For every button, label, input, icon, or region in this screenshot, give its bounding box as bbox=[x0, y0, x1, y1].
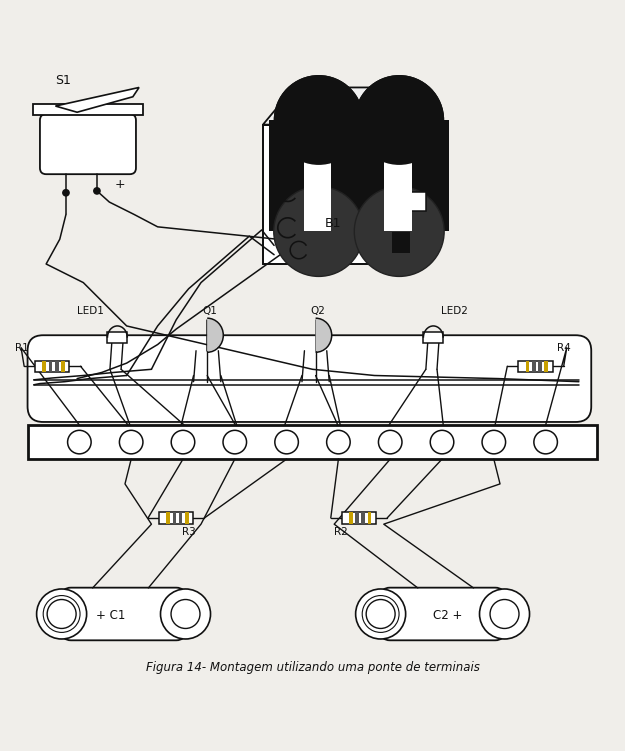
Bar bbox=[423, 331, 443, 342]
Circle shape bbox=[327, 430, 350, 454]
Text: LED2: LED2 bbox=[441, 306, 468, 315]
Bar bbox=[361, 512, 365, 523]
Bar bbox=[269, 120, 369, 231]
Polygon shape bbox=[386, 87, 416, 264]
Circle shape bbox=[534, 430, 558, 454]
Bar bbox=[107, 331, 127, 342]
Bar bbox=[32, 104, 143, 116]
Text: R4: R4 bbox=[557, 342, 571, 353]
Bar bbox=[185, 512, 189, 523]
Circle shape bbox=[356, 589, 406, 639]
Circle shape bbox=[379, 430, 402, 454]
FancyBboxPatch shape bbox=[381, 588, 504, 641]
Wedge shape bbox=[208, 319, 223, 351]
Circle shape bbox=[490, 599, 519, 629]
Bar bbox=[179, 512, 182, 523]
Text: R3: R3 bbox=[182, 527, 196, 537]
Polygon shape bbox=[56, 87, 139, 112]
Text: LED1: LED1 bbox=[77, 306, 104, 315]
Text: R2: R2 bbox=[334, 527, 348, 537]
Bar bbox=[49, 360, 52, 372]
Circle shape bbox=[479, 589, 529, 639]
Circle shape bbox=[223, 430, 246, 454]
Circle shape bbox=[63, 190, 69, 196]
Circle shape bbox=[47, 599, 76, 629]
Bar bbox=[61, 360, 65, 372]
Circle shape bbox=[430, 430, 454, 454]
FancyBboxPatch shape bbox=[62, 588, 186, 641]
Text: C2 +: C2 + bbox=[433, 609, 462, 622]
Bar bbox=[538, 360, 542, 372]
Bar bbox=[391, 232, 410, 253]
Circle shape bbox=[366, 599, 395, 629]
Circle shape bbox=[171, 430, 195, 454]
Circle shape bbox=[354, 75, 444, 165]
Bar bbox=[519, 360, 552, 372]
Bar bbox=[166, 512, 170, 523]
Circle shape bbox=[161, 589, 211, 639]
Wedge shape bbox=[316, 319, 332, 351]
Bar bbox=[544, 360, 548, 372]
Circle shape bbox=[274, 75, 364, 165]
Circle shape bbox=[274, 75, 364, 165]
Bar bbox=[173, 512, 176, 523]
Bar bbox=[368, 512, 371, 523]
FancyBboxPatch shape bbox=[40, 114, 136, 174]
Text: R1: R1 bbox=[15, 342, 29, 353]
Bar bbox=[526, 360, 529, 372]
Circle shape bbox=[275, 430, 298, 454]
Text: +: + bbox=[114, 179, 125, 192]
FancyBboxPatch shape bbox=[28, 335, 591, 422]
Bar bbox=[384, 120, 412, 231]
Circle shape bbox=[354, 75, 444, 165]
Circle shape bbox=[37, 589, 87, 639]
Circle shape bbox=[94, 188, 100, 194]
Polygon shape bbox=[263, 125, 386, 264]
Bar bbox=[410, 192, 426, 211]
Circle shape bbox=[354, 186, 444, 276]
Bar bbox=[55, 360, 59, 372]
Text: Figura 14- Montagem utilizando uma ponte de terminais: Figura 14- Montagem utilizando uma ponte… bbox=[146, 661, 479, 674]
Text: + C1: + C1 bbox=[96, 609, 125, 622]
Text: S1: S1 bbox=[56, 74, 71, 87]
Bar bbox=[355, 512, 359, 523]
Bar bbox=[304, 120, 331, 231]
Circle shape bbox=[171, 599, 200, 629]
Text: Q2: Q2 bbox=[311, 306, 326, 315]
Text: B1: B1 bbox=[325, 217, 341, 230]
Bar bbox=[159, 512, 193, 523]
Bar bbox=[342, 512, 376, 523]
Bar bbox=[42, 360, 46, 372]
Bar bbox=[349, 512, 352, 523]
Bar bbox=[28, 425, 598, 459]
Circle shape bbox=[119, 430, 143, 454]
Bar bbox=[35, 360, 69, 372]
Circle shape bbox=[482, 430, 506, 454]
Bar bbox=[349, 120, 449, 231]
Bar bbox=[532, 360, 536, 372]
Bar bbox=[349, 120, 374, 231]
Polygon shape bbox=[263, 87, 416, 125]
Text: Q1: Q1 bbox=[202, 306, 217, 315]
Circle shape bbox=[68, 430, 91, 454]
Circle shape bbox=[274, 186, 364, 276]
